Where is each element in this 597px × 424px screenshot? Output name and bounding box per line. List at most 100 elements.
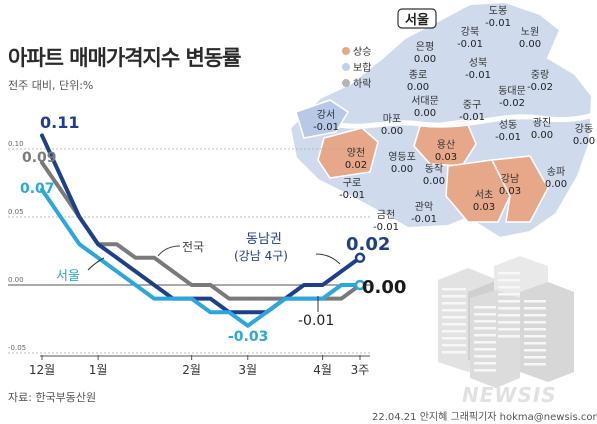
annotation-label: -0.01 <box>298 313 334 329</box>
building-window <box>442 330 466 333</box>
map-district: 동대문-0.02 <box>498 85 526 109</box>
district-name: 강서 <box>317 109 335 121</box>
district-name: 강북 <box>461 26 479 38</box>
building-window <box>524 307 546 310</box>
x-tick-label: 4월 <box>313 363 332 377</box>
line-chart: 0.10 0.05 0.00 -0.05 12월 1월 2월 3월 4월 3주 0.11 0.09 0.… <box>0 113 406 377</box>
district-name: 노원 <box>521 26 539 38</box>
legend-label: 하락 <box>353 77 371 90</box>
building-window <box>474 341 496 344</box>
map-district: 강서-0.01 <box>313 109 339 133</box>
series-label-seoul: 서울 <box>56 269 80 284</box>
district-name: 중구 <box>463 99 481 111</box>
map-district: 종로0.00 <box>407 69 429 93</box>
map-district: 양천0.02 <box>345 147 367 171</box>
callout-line <box>87 257 105 271</box>
building-window <box>524 328 546 331</box>
district-name: 강동 <box>575 123 593 135</box>
building-window <box>474 313 496 316</box>
building-window <box>524 349 546 352</box>
map-district: 성동-0.01 <box>495 119 521 143</box>
credit-line: 22.04.21 안지혜 그래픽기자 hokma@newsis.com <box>372 412 597 423</box>
building-window <box>524 300 546 303</box>
district-shape-gangnam <box>490 155 549 223</box>
y-tick-label: 0.10 <box>8 140 24 148</box>
x-tick-label: 3월 <box>238 363 257 377</box>
district-name: 구로 <box>343 178 361 189</box>
district-shape-gangseo <box>295 99 350 139</box>
district-value: -0.01 <box>495 132 521 143</box>
building-window <box>498 272 520 275</box>
building-window <box>498 300 520 303</box>
building-window <box>442 309 466 312</box>
axis-gutter <box>0 121 40 353</box>
map-district: 성북-0.01 <box>465 57 491 81</box>
end-marker <box>354 252 366 264</box>
district-name: 중랑 <box>531 69 549 81</box>
district-value: 0.03 <box>473 202 495 213</box>
series-label-dongnam: 동남권 <box>246 232 282 247</box>
district-name: 양천 <box>347 147 365 159</box>
y-tick-label: 0.05 <box>8 208 24 216</box>
x-tick-label: 3주 <box>351 363 370 377</box>
x-tick-label: 2월 <box>182 363 201 377</box>
district-value: -0.01 <box>465 70 491 81</box>
legend-label: 상승 <box>353 46 371 58</box>
building-window <box>442 295 466 298</box>
district-value: -0.01 <box>373 222 399 233</box>
district-name: 은평 <box>416 41 434 53</box>
building-window <box>524 321 546 324</box>
buildings-illustration <box>438 256 574 388</box>
building-window <box>442 302 466 305</box>
map-title: 서울 <box>397 8 437 29</box>
district-value: -0.02 <box>527 82 553 93</box>
district-name: 도봉 <box>489 5 507 17</box>
map-district: 서초0.03 <box>473 189 495 213</box>
legend-swatch <box>342 47 350 55</box>
legend-label: 보합 <box>353 62 371 74</box>
district-name: 서초 <box>475 189 493 201</box>
legend-swatch <box>342 63 350 71</box>
x-tick-label: 1월 <box>89 363 108 377</box>
district-value: 0.00 <box>414 54 436 65</box>
negative-band <box>40 285 370 353</box>
building-window <box>474 327 496 330</box>
district-name: 용산 <box>437 139 455 151</box>
callout-line <box>315 253 341 265</box>
callout-line <box>157 245 181 257</box>
start-value-label: 0.09 <box>22 150 57 166</box>
district-value: 0.00 <box>531 130 553 141</box>
y-tick-label: 0.00 <box>8 276 24 284</box>
building-window <box>474 355 496 358</box>
district-name: 영등포 <box>388 151 416 163</box>
legend-swatch <box>342 79 350 87</box>
district-name: 성북 <box>469 57 487 69</box>
building-window <box>474 369 496 372</box>
district-name: 동대문 <box>498 85 526 97</box>
end-value-label: 0.02 <box>346 234 390 255</box>
district-value: -0.01 <box>459 112 485 123</box>
building-window <box>474 362 496 365</box>
building-window <box>524 335 546 338</box>
district-name: 금천 <box>377 209 395 221</box>
watermark: NEWSIS <box>462 383 557 407</box>
map-district: 강북-0.01 <box>457 26 483 50</box>
building-window <box>524 342 546 345</box>
map-district: 송파0.00 <box>545 166 567 190</box>
map-district: 노원0.00 <box>519 26 541 50</box>
series-line-seoul <box>40 187 362 328</box>
map-district: 동작0.00 <box>423 163 445 187</box>
seoul-map <box>288 0 597 240</box>
y-tick-label: -0.05 <box>8 344 26 352</box>
district-name: 성동 <box>499 119 517 131</box>
map-district: 용산0.03 <box>435 139 457 163</box>
building-window <box>474 306 496 309</box>
start-value-label: 0.07 <box>20 181 55 197</box>
building-window <box>442 323 466 326</box>
district-value: 0.00 <box>519 39 541 50</box>
map-district: 강남0.03 <box>499 173 521 197</box>
building-window <box>442 288 466 291</box>
